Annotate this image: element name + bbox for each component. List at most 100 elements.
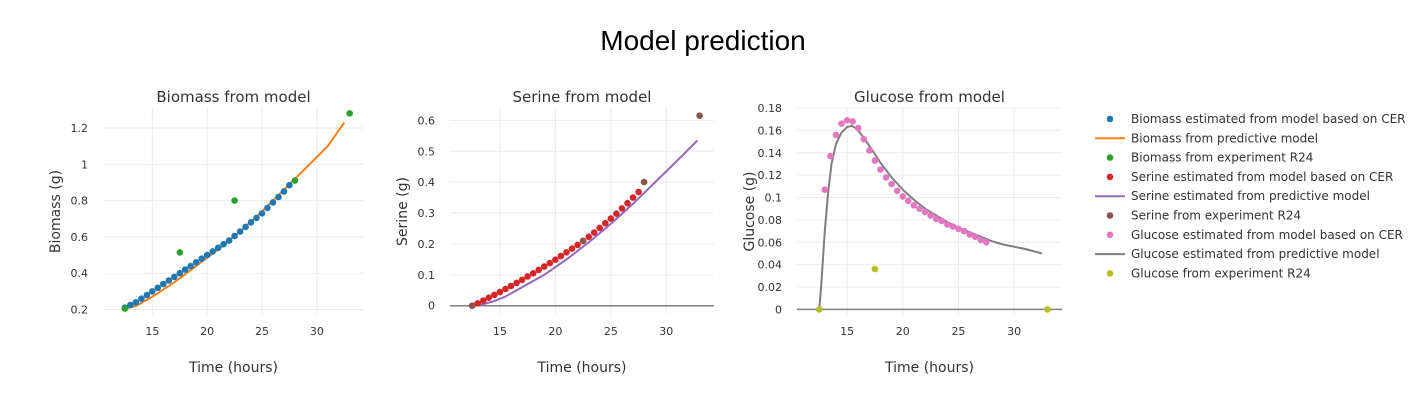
subplot-title: Biomass from model [156, 88, 310, 106]
data-point [127, 301, 134, 309]
data-point [877, 166, 884, 173]
x-tick-label: 30 [1007, 325, 1021, 338]
data-point [882, 174, 890, 181]
legend-label: Biomass from experiment R24 [1131, 151, 1313, 165]
data-point [590, 229, 598, 236]
data-point [916, 205, 923, 212]
data-point [860, 136, 868, 143]
data-point [871, 265, 879, 273]
data-point [983, 239, 990, 246]
data-point [843, 117, 851, 124]
legend: Biomass estimated from model based on CE… [1095, 112, 1406, 280]
data-point [231, 232, 238, 240]
data-point [921, 208, 929, 216]
legend-item[interactable]: Biomass estimated from model based on CE… [1106, 112, 1406, 126]
data-point [198, 255, 205, 262]
y-tick-label: 0.3 [418, 207, 436, 220]
data-point [149, 288, 156, 295]
legend-item[interactable]: Biomass from experiment R24 [1106, 151, 1314, 165]
series-line [124, 121, 346, 310]
data-point [596, 224, 603, 232]
data-point [966, 231, 973, 238]
data-point [491, 291, 498, 299]
data-point [264, 204, 271, 212]
data-point [518, 276, 526, 284]
legend-item[interactable]: Glucose estimated from model based on CE… [1106, 228, 1403, 242]
data-point [854, 124, 862, 132]
data-point [214, 244, 222, 252]
y-tick-label: 0.6 [71, 231, 89, 244]
data-point [905, 197, 912, 205]
legend-label: Glucose estimated from predictive model [1131, 247, 1380, 261]
data-point [192, 259, 200, 266]
data-point [585, 233, 592, 241]
legend-item[interactable]: Serine from experiment R24 [1106, 209, 1301, 223]
data-point [696, 112, 703, 119]
y-tick-label: 0.4 [71, 267, 89, 280]
legend-label: Biomass estimated from model based on CE… [1131, 112, 1406, 126]
legend-marker-swatch [1106, 173, 1114, 181]
legend-item[interactable]: Glucose from experiment R24 [1106, 266, 1311, 280]
data-point [258, 210, 266, 217]
data-point [821, 186, 829, 193]
x-tick-label: 30 [659, 325, 673, 338]
data-point [485, 294, 493, 302]
data-point [871, 157, 879, 164]
y-axis-label: Glucose (g) [742, 171, 758, 251]
data-point [910, 202, 918, 209]
y-tick-label: 0.5 [418, 145, 436, 158]
x-axis-label: Time (hours) [537, 360, 627, 376]
data-point [618, 205, 626, 212]
data-point [849, 118, 856, 125]
data-point [866, 147, 873, 154]
data-point [220, 240, 227, 248]
data-point [977, 236, 984, 244]
data-point [269, 199, 277, 206]
data-point [932, 215, 940, 223]
y-tick-label: 0.04 [758, 259, 783, 272]
data-point [529, 270, 537, 277]
legend-item[interactable]: Glucose estimated from predictive model [1095, 247, 1380, 261]
x-tick-label: 30 [310, 325, 324, 338]
x-tick-label: 15 [145, 325, 159, 338]
data-point [513, 279, 520, 287]
data-point [552, 256, 559, 264]
data-point [971, 233, 979, 240]
x-tick-label: 25 [255, 325, 269, 338]
subplot-2: 15 20 25 30 0 0.1 0.2 0.3 0.4 0.5 0.6 Serine from m… [395, 88, 714, 376]
legend-marker-swatch [1106, 270, 1114, 277]
y-tick-label: 0.4 [418, 176, 436, 189]
data-point [635, 188, 642, 196]
data-point [557, 252, 565, 260]
legend-item[interactable]: Serine estimated from predictive model [1095, 189, 1370, 203]
legend-label: Serine from experiment R24 [1131, 209, 1301, 223]
y-tick-label: 0.2 [418, 238, 436, 251]
data-point [291, 177, 299, 184]
y-tick-label: 0.12 [758, 169, 783, 182]
x-axis-label: Time (hours) [188, 360, 278, 376]
data-point [624, 199, 631, 207]
data-point [563, 249, 570, 256]
legend-item[interactable]: Biomass from predictive model [1095, 131, 1318, 145]
data-point [541, 263, 548, 270]
data-point [154, 284, 162, 292]
data-point [944, 221, 951, 228]
data-point [231, 197, 238, 204]
y-tick-label: 0.16 [758, 124, 783, 137]
data-point [535, 266, 542, 274]
subplot-1: 15 20 25 30 0.2 0.4 0.6 0.8 1 1.2 Biomass from mod… [48, 88, 364, 376]
data-point [607, 215, 615, 222]
y-axis-label: Biomass (g) [48, 170, 64, 253]
x-tick-label: 20 [200, 325, 214, 338]
data-point [838, 120, 845, 127]
x-tick-label: 20 [896, 325, 910, 338]
y-tick-label: 0.08 [758, 214, 783, 227]
data-point [247, 219, 255, 226]
legend-item[interactable]: Serine estimated from model based on CER [1106, 170, 1394, 184]
data-point [574, 241, 581, 249]
data-point [888, 180, 895, 188]
data-point [629, 194, 637, 201]
data-point [507, 282, 515, 290]
data-point [468, 302, 476, 310]
data-point [253, 214, 260, 222]
